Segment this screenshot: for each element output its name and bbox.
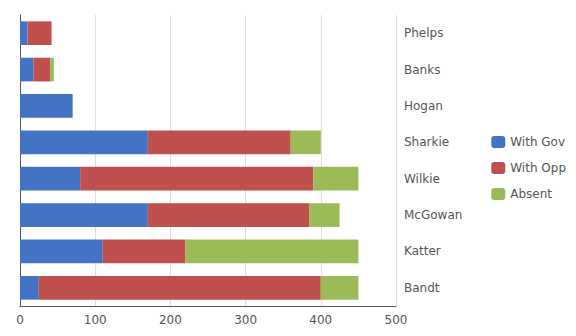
svg-text:500: 500 [385, 313, 408, 327]
svg-text:Absent: Absent [510, 187, 552, 201]
svg-text:Phelps: Phelps [404, 26, 443, 40]
svg-text:Banks: Banks [404, 63, 440, 77]
svg-text:Hogan: Hogan [404, 99, 443, 113]
svg-text:Katter: Katter [404, 244, 441, 258]
svg-text:Sharkie: Sharkie [404, 135, 449, 149]
svg-text:0: 0 [16, 313, 24, 327]
svg-text:Bandt: Bandt [404, 281, 440, 295]
svg-text:400: 400 [309, 313, 332, 327]
svg-text:Wilkie: Wilkie [404, 172, 440, 186]
svg-text:300: 300 [234, 313, 257, 327]
svg-text:McGowan: McGowan [404, 208, 462, 222]
svg-text:With Gov: With Gov [510, 135, 565, 149]
svg-text:200: 200 [159, 313, 182, 327]
svg-text:With Opp: With Opp [510, 161, 566, 175]
svg-text:100: 100 [84, 313, 107, 327]
